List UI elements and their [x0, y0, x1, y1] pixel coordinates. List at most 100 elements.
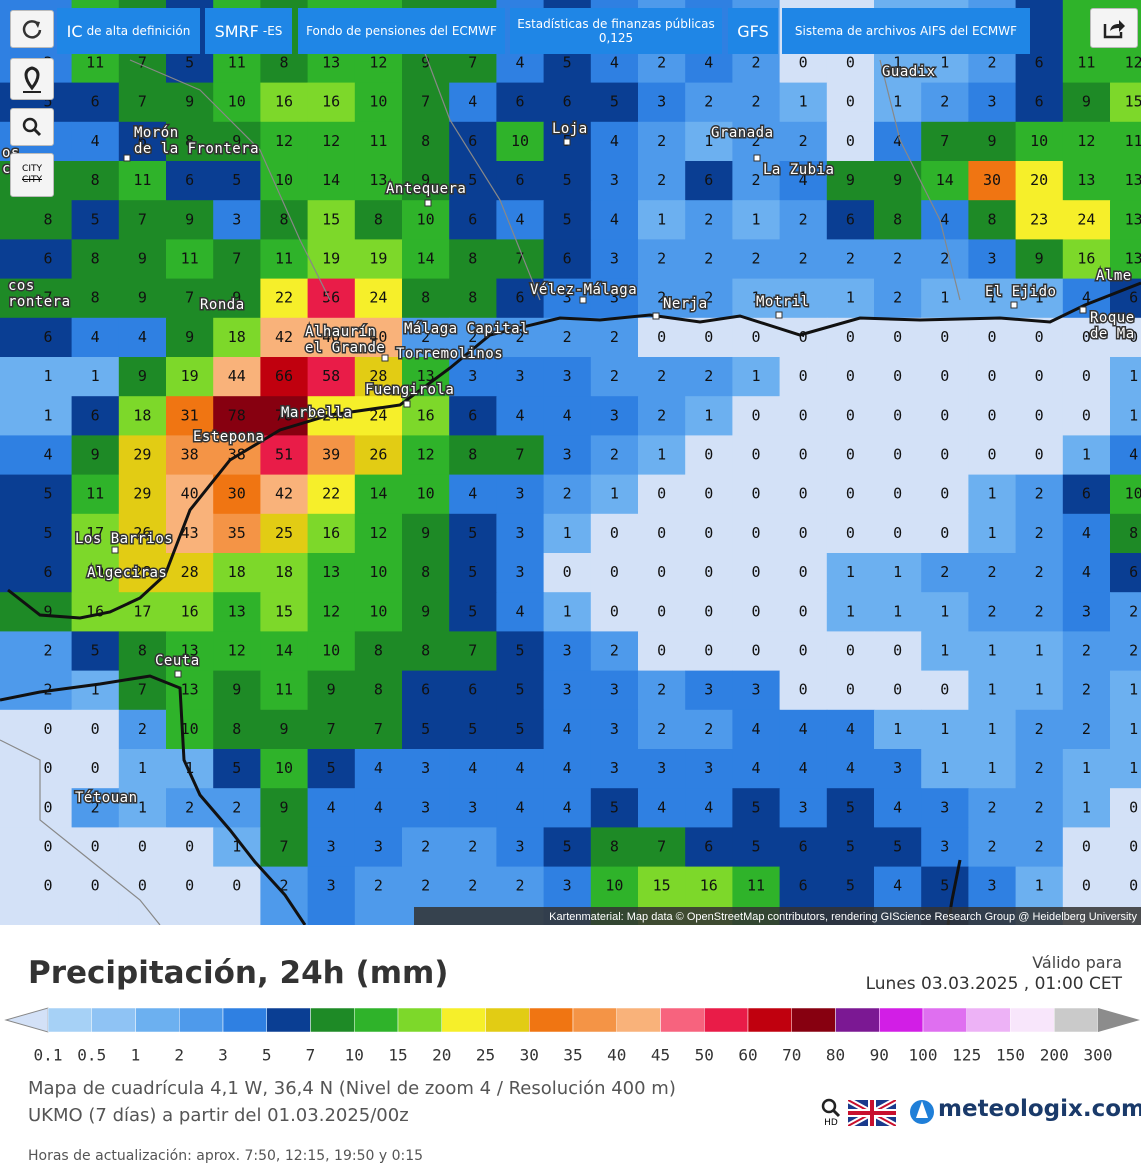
precip-value: 6: [563, 93, 572, 111]
precip-cell: [213, 82, 261, 123]
tab[interactable]: IC de alta definición: [57, 8, 200, 54]
precip-value: 0: [1129, 328, 1138, 346]
tab[interactable]: Estadísticas de finanzas públicas 0,125: [510, 8, 722, 54]
precip-cell: [732, 513, 781, 554]
precip-cell: [71, 121, 120, 162]
precip-value: 3: [327, 877, 336, 895]
precip-cell: [0, 788, 73, 828]
city-dot: [381, 354, 389, 362]
precip-value: 2: [893, 250, 902, 268]
tab[interactable]: GFS: [728, 8, 778, 54]
location-button[interactable]: [10, 58, 54, 100]
share-button[interactable]: [1090, 8, 1138, 48]
precip-value: 19: [369, 250, 387, 268]
precip-value: 2: [940, 250, 949, 268]
precip-value: 18: [228, 328, 246, 346]
precip-cell: [826, 592, 875, 632]
precip-value: 3: [751, 681, 760, 699]
precip-cell: [496, 278, 545, 319]
precip-value: 6: [1129, 563, 1138, 581]
precip-cell: [968, 709, 1017, 750]
tab[interactable]: SMRF -ES: [205, 8, 292, 54]
precip-value: 9: [279, 720, 288, 738]
precip-value: 0: [940, 524, 949, 542]
precip-cell: [543, 631, 592, 672]
precip-value: 0: [704, 524, 713, 542]
precip-cell: [968, 670, 1017, 711]
precip-value: 1: [940, 759, 949, 777]
uk-flag[interactable]: [848, 1100, 896, 1126]
precip-cell: [921, 161, 969, 201]
precip-cell: [260, 592, 309, 632]
precip-value: 13: [322, 54, 340, 72]
precip-cell: [0, 749, 73, 789]
precip-value: 3: [940, 838, 949, 856]
precip-value: 13: [1125, 171, 1141, 189]
zoom-button[interactable]: [10, 108, 54, 146]
precip-value: 5: [515, 642, 524, 660]
precip-value: 0: [846, 328, 855, 346]
precip-value: 1: [987, 485, 996, 503]
precip-cell: [71, 396, 120, 436]
tab[interactable]: Sistema de archivos AIFS del ECMWF: [782, 8, 1030, 54]
precip-cell: [779, 709, 828, 750]
precip-cell: [71, 435, 120, 476]
precip-value: 9: [327, 681, 336, 699]
precip-value: 2: [657, 171, 666, 189]
precip-value: 10: [417, 210, 435, 228]
precip-cell: [590, 200, 639, 240]
precip-value: 1: [1129, 681, 1138, 699]
precip-value: 8: [185, 132, 194, 150]
precip-cell: [543, 709, 592, 750]
precip-cell: [826, 161, 875, 201]
precip-value: 11: [181, 250, 199, 268]
precip-cell: [1062, 200, 1111, 240]
precip-cell: [449, 396, 497, 436]
precip-value: 10: [369, 563, 387, 581]
precip-cell: [354, 553, 403, 593]
precip-cell: [118, 82, 167, 123]
scale-label: 30: [520, 1046, 539, 1065]
precip-value: 5: [43, 485, 52, 503]
precip-cell: [213, 749, 261, 789]
precip-value: 6: [91, 93, 100, 111]
precip-cell: [590, 553, 639, 593]
precip-cell: [260, 670, 309, 711]
precip-value: 12: [369, 524, 387, 542]
precip-cell: [402, 631, 450, 672]
tab[interactable]: Fondo de pensiones del ECMWF: [298, 8, 505, 54]
precip-cell: [0, 827, 73, 868]
precip-cell: [166, 357, 214, 397]
precip-cell: [1062, 239, 1111, 280]
precip-value: 1: [657, 446, 666, 464]
hd-search[interactable]: HD: [816, 1098, 846, 1128]
precip-value: 2: [751, 93, 760, 111]
precip-value: 2: [1082, 720, 1091, 738]
precip-cell: [496, 709, 545, 750]
precip-value: 2: [657, 250, 666, 268]
precip-cell: [921, 317, 969, 358]
precip-cell: [590, 513, 639, 554]
precip-cell: [166, 749, 214, 789]
precip-value: 2: [704, 93, 713, 111]
precip-cell: [826, 396, 875, 436]
precip-value: 4: [515, 798, 524, 816]
precip-value: 2: [846, 250, 855, 268]
refresh-button[interactable]: [10, 10, 54, 48]
city-label: Ceuta: [155, 653, 200, 669]
precip-cell: [307, 513, 356, 554]
precip-cell: [685, 396, 733, 436]
precip-cell: [1015, 709, 1064, 750]
precip-cell: [307, 788, 356, 828]
scale-swatch: [266, 1007, 311, 1033]
precip-value: 0: [1082, 367, 1091, 385]
city-button[interactable]: CITY CITY: [10, 153, 54, 197]
precip-cell: [166, 827, 214, 868]
precip-cell: [118, 866, 167, 925]
precip-cell: [0, 866, 73, 925]
precip-cell: [779, 474, 828, 515]
precip-value: 2: [138, 720, 147, 738]
precip-value: 28: [181, 563, 199, 581]
precip-value: 17: [86, 524, 104, 542]
precip-value: 3: [515, 485, 524, 503]
